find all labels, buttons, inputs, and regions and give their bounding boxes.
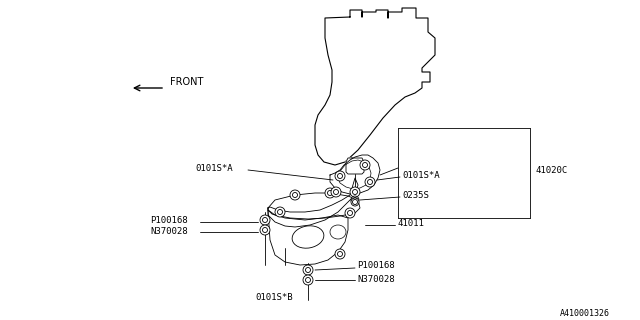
Ellipse shape bbox=[292, 226, 324, 248]
Polygon shape bbox=[268, 210, 348, 265]
Text: 41011: 41011 bbox=[397, 219, 424, 228]
Polygon shape bbox=[346, 158, 364, 174]
Circle shape bbox=[262, 218, 268, 222]
Text: N370028: N370028 bbox=[150, 227, 188, 236]
Circle shape bbox=[353, 199, 358, 204]
Circle shape bbox=[345, 208, 355, 218]
Circle shape bbox=[260, 215, 270, 225]
Circle shape bbox=[260, 225, 270, 235]
Circle shape bbox=[353, 197, 358, 203]
Text: 0235S: 0235S bbox=[402, 190, 429, 199]
Ellipse shape bbox=[330, 225, 346, 239]
Text: A410001326: A410001326 bbox=[560, 308, 610, 317]
Polygon shape bbox=[330, 155, 380, 194]
Circle shape bbox=[290, 190, 300, 200]
Circle shape bbox=[337, 252, 342, 257]
Polygon shape bbox=[268, 178, 358, 227]
Text: P100168: P100168 bbox=[357, 261, 395, 270]
Text: 0101S*A: 0101S*A bbox=[402, 171, 440, 180]
Circle shape bbox=[360, 160, 370, 170]
Circle shape bbox=[305, 277, 310, 283]
Circle shape bbox=[337, 173, 342, 179]
Circle shape bbox=[333, 189, 339, 195]
Text: FRONT: FRONT bbox=[170, 77, 204, 87]
Text: 0101S*A: 0101S*A bbox=[195, 164, 232, 172]
Text: 41020C: 41020C bbox=[535, 165, 567, 174]
Circle shape bbox=[350, 187, 360, 197]
Circle shape bbox=[305, 268, 310, 273]
Polygon shape bbox=[268, 193, 360, 219]
Circle shape bbox=[335, 171, 345, 181]
Circle shape bbox=[275, 207, 285, 217]
Circle shape bbox=[331, 187, 341, 197]
Circle shape bbox=[328, 190, 333, 196]
Text: N370028: N370028 bbox=[357, 275, 395, 284]
Circle shape bbox=[262, 228, 268, 233]
Circle shape bbox=[348, 211, 353, 215]
Circle shape bbox=[278, 210, 282, 214]
Circle shape bbox=[303, 275, 313, 285]
Circle shape bbox=[351, 198, 359, 206]
Circle shape bbox=[365, 177, 375, 187]
Circle shape bbox=[351, 196, 359, 204]
Circle shape bbox=[325, 188, 335, 198]
Circle shape bbox=[335, 249, 345, 259]
Text: P100168: P100168 bbox=[150, 215, 188, 225]
Circle shape bbox=[362, 163, 367, 167]
Circle shape bbox=[367, 180, 372, 185]
Circle shape bbox=[303, 265, 313, 275]
Text: 0101S*B: 0101S*B bbox=[255, 293, 292, 302]
Circle shape bbox=[353, 189, 358, 195]
Circle shape bbox=[292, 193, 298, 197]
